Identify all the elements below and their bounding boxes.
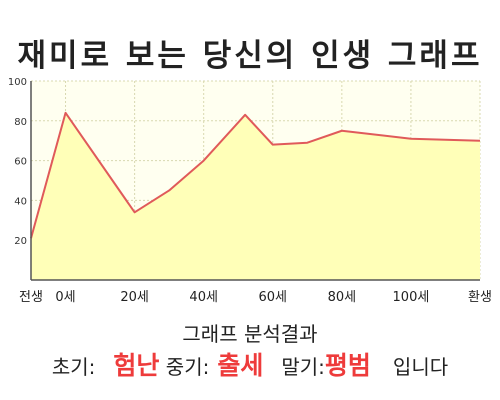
y-tick-label: 60 — [14, 157, 27, 168]
axes — [30, 81, 480, 281]
x-tick-label: 0세 — [55, 290, 75, 305]
series-line — [30, 111, 481, 239]
mid-value: 출세 — [217, 351, 264, 380]
y-tick-label: 100 — [8, 77, 27, 88]
analysis-result: 초기: 험난 중기: 출세 말기:평범 입니다 — [0, 346, 500, 382]
late-value: 평범 — [324, 351, 371, 380]
x-tick-label: 40세 — [189, 290, 218, 305]
life-chart: 20 40 60 80 100 전생 0세 20세 40세 60세 80세 100세 환생 — [8, 77, 492, 305]
x-tick-label: 100세 — [393, 290, 430, 305]
x-tick-label: 환생 — [468, 290, 492, 305]
early-value: 험난 — [113, 351, 160, 380]
y-tick-labels: 20 40 60 80 100 — [8, 77, 27, 247]
area-fill — [31, 112, 480, 280]
chart-title: 재미로 보는 당신의 인생 그래프 — [17, 38, 483, 74]
early-label: 초기: — [51, 355, 96, 379]
y-tick-label: 20 — [14, 236, 27, 247]
x-tick-label: 전생 — [19, 290, 43, 305]
y-tick-label: 80 — [14, 117, 27, 128]
x-tick-label: 20세 — [120, 290, 149, 305]
y-tick-label: 40 — [14, 196, 27, 207]
analysis-heading: 그래프 분석결과 — [182, 322, 318, 346]
mid-label: 중기: — [165, 355, 210, 379]
x-tick-label: 60세 — [259, 290, 288, 305]
x-tick-label: 80세 — [328, 290, 357, 305]
x-tick-labels: 전생 0세 20세 40세 60세 80세 100세 환생 — [19, 290, 492, 305]
suffix-text: 입니다 — [392, 355, 449, 379]
late-label: 말기: — [281, 355, 325, 379]
